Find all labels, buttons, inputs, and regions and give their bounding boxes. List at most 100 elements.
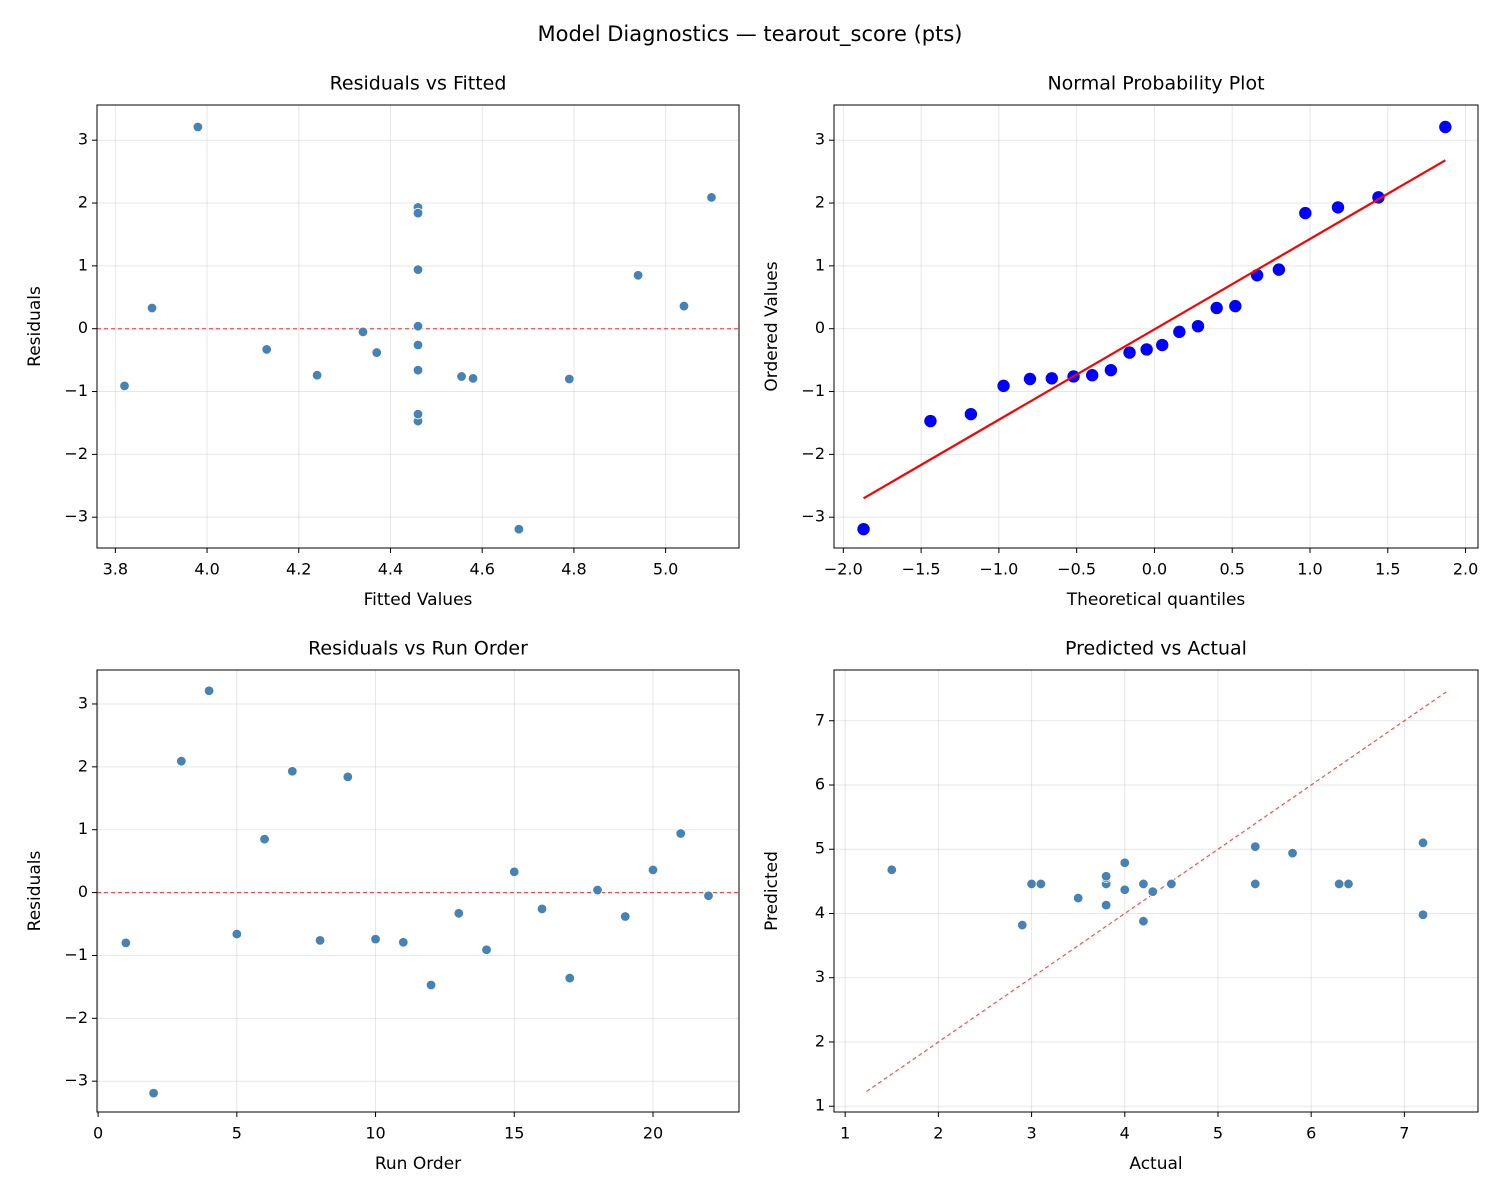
point bbox=[1417, 909, 1429, 920]
y-tick-label: −3 bbox=[64, 1071, 88, 1090]
point bbox=[592, 884, 603, 896]
y-tick-label: 2 bbox=[78, 756, 88, 775]
y-tick-label: 5 bbox=[815, 839, 825, 858]
point bbox=[1287, 847, 1298, 859]
x-tick-label: −1.0 bbox=[979, 560, 1018, 579]
y-tick-label: 4 bbox=[815, 903, 825, 922]
point bbox=[1138, 878, 1149, 890]
y-tick-label: 7 bbox=[815, 710, 825, 729]
point bbox=[412, 408, 424, 420]
point bbox=[964, 407, 978, 421]
point bbox=[1119, 884, 1130, 895]
x-tick-label: −2.0 bbox=[824, 560, 863, 579]
axes-frame bbox=[96, 669, 740, 1113]
y-tick-label: −2 bbox=[801, 444, 825, 463]
y-tick-label: 0 bbox=[78, 882, 88, 901]
point bbox=[1138, 915, 1149, 927]
point bbox=[412, 207, 424, 219]
x-tick-label: 3 bbox=[1026, 1124, 1036, 1143]
y-tick-label: −1 bbox=[801, 381, 825, 400]
point bbox=[1333, 878, 1345, 890]
axes-frame bbox=[833, 104, 1479, 549]
point bbox=[1086, 368, 1099, 382]
point bbox=[620, 911, 631, 922]
x-tick-label: 5 bbox=[1213, 1124, 1223, 1143]
point bbox=[1250, 878, 1261, 890]
point bbox=[675, 828, 686, 839]
point bbox=[287, 766, 298, 777]
x-tick-label: 4.0 bbox=[194, 560, 219, 579]
point bbox=[176, 755, 187, 767]
x-axis-label: Theoretical quantiles bbox=[1066, 590, 1246, 610]
point bbox=[456, 371, 467, 382]
point bbox=[481, 944, 492, 955]
point bbox=[1166, 878, 1177, 890]
point bbox=[119, 380, 130, 392]
point bbox=[146, 302, 158, 314]
x-tick-label: 3.8 bbox=[103, 560, 128, 579]
point bbox=[148, 1087, 159, 1099]
point bbox=[513, 523, 525, 535]
x-axis-label: Actual bbox=[1129, 1154, 1182, 1174]
point bbox=[1439, 120, 1452, 134]
point bbox=[1343, 878, 1354, 890]
y-axis-label: Predicted bbox=[762, 851, 782, 931]
point bbox=[453, 908, 464, 919]
y-tick-label: −3 bbox=[64, 507, 88, 526]
point bbox=[706, 192, 717, 203]
x-tick-label: 10 bbox=[365, 1124, 385, 1143]
point bbox=[1100, 871, 1112, 882]
x-tick-label: 4.6 bbox=[469, 560, 494, 579]
point bbox=[1250, 841, 1261, 852]
x-tick-label: 4 bbox=[1120, 1124, 1130, 1143]
point bbox=[370, 933, 381, 945]
subplot-title: Predicted vs Actual bbox=[1065, 638, 1247, 660]
y-tick-label: 0 bbox=[815, 318, 825, 337]
point bbox=[203, 685, 215, 696]
subplot-title: Residuals vs Fitted bbox=[330, 73, 507, 95]
point bbox=[342, 771, 354, 783]
y-tick-label: 1 bbox=[78, 255, 88, 274]
x-tick-label: 4.4 bbox=[378, 560, 403, 579]
point bbox=[509, 866, 520, 878]
point bbox=[311, 369, 323, 381]
point bbox=[1173, 325, 1186, 339]
point bbox=[1119, 857, 1130, 868]
y-tick-label: −3 bbox=[801, 507, 825, 526]
y-tick-label: 3 bbox=[78, 693, 88, 712]
point bbox=[1140, 343, 1153, 356]
x-tick-label: −1.5 bbox=[902, 560, 941, 579]
point bbox=[412, 264, 424, 275]
axes-frame bbox=[96, 104, 740, 549]
point bbox=[632, 270, 644, 281]
point bbox=[1045, 372, 1058, 385]
y-tick-label: 3 bbox=[815, 130, 825, 149]
y-tick-label: 0 bbox=[78, 318, 88, 337]
x-tick-label: 0.5 bbox=[1219, 560, 1244, 579]
plot-area bbox=[834, 105, 1478, 548]
x-tick-label: 6 bbox=[1306, 1124, 1316, 1143]
x-tick-label: 4.8 bbox=[561, 560, 586, 579]
x-tick-label: 1.0 bbox=[1297, 560, 1322, 579]
point bbox=[647, 864, 659, 876]
point bbox=[1023, 372, 1037, 386]
point bbox=[1123, 346, 1136, 359]
subplot-title: Residuals vs Run Order bbox=[308, 638, 528, 660]
y-tick-label: −2 bbox=[64, 1008, 88, 1027]
point bbox=[1417, 837, 1429, 849]
y-axis-label: Residuals bbox=[25, 286, 45, 367]
point bbox=[997, 379, 1010, 393]
point bbox=[1035, 878, 1047, 890]
point bbox=[371, 347, 382, 358]
point bbox=[1191, 319, 1205, 333]
y-tick-label: −1 bbox=[64, 381, 88, 400]
y-tick-label: 1 bbox=[815, 1096, 825, 1115]
y-tick-label: 3 bbox=[815, 967, 825, 986]
point bbox=[261, 344, 272, 355]
point bbox=[357, 326, 369, 338]
point bbox=[120, 937, 132, 949]
point bbox=[192, 121, 204, 133]
point bbox=[425, 979, 437, 991]
